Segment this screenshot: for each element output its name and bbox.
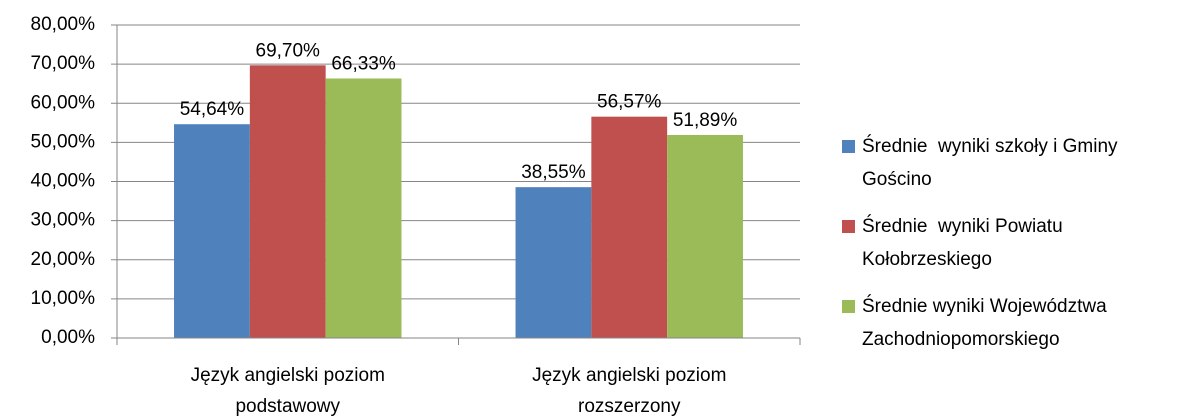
data-label: 38,55%: [521, 162, 586, 183]
data-label: 69,70%: [256, 40, 321, 61]
legend-swatch: [842, 220, 855, 233]
y-tick-label: 30,00%: [31, 210, 96, 231]
data-label: 51,89%: [673, 110, 738, 131]
legend-label: Średnie wyniki szkoły i Gminy Gościno: [862, 136, 1123, 190]
y-tick-label: 60,00%: [31, 92, 96, 113]
legend-entry: Średnie wyniki Województwa Zachodniopomo…: [842, 290, 1182, 356]
y-tick-label: 80,00%: [31, 14, 96, 35]
bar: [591, 116, 668, 338]
legend-entry: Średnie wyniki szkoły i Gminy Gościno: [842, 130, 1182, 196]
x-tick-label: Język angielski poziom podstawowy: [190, 365, 385, 417]
y-tick-label: 20,00%: [31, 249, 96, 270]
data-label: 54,64%: [180, 99, 245, 120]
legend-label: Średnie wyniki Województwa Zachodniopomo…: [862, 296, 1112, 350]
bar: [174, 124, 250, 338]
bar: [249, 65, 326, 338]
data-label: 66,33%: [331, 53, 396, 74]
data-label: 56,57%: [597, 92, 662, 113]
y-tick-label: 50,00%: [31, 131, 96, 152]
y-tick-label: 10,00%: [31, 288, 96, 309]
y-tick-label: 70,00%: [31, 53, 96, 74]
legend-entry: Średnie wyniki Powiatu Kołobrzeskiego: [842, 210, 1182, 276]
legend-swatch: [842, 300, 855, 313]
legend-label: Średnie wyniki Powiatu Kołobrzeskiego: [862, 216, 1068, 270]
bar: [515, 187, 592, 338]
legend-swatch: [842, 140, 855, 153]
bar: [667, 134, 743, 338]
x-tick-label: Język angielski poziom rozszerzony: [532, 365, 727, 417]
y-tick-label: 40,00%: [31, 171, 96, 192]
y-tick-label: 0,00%: [41, 327, 95, 348]
bar: [325, 78, 402, 338]
